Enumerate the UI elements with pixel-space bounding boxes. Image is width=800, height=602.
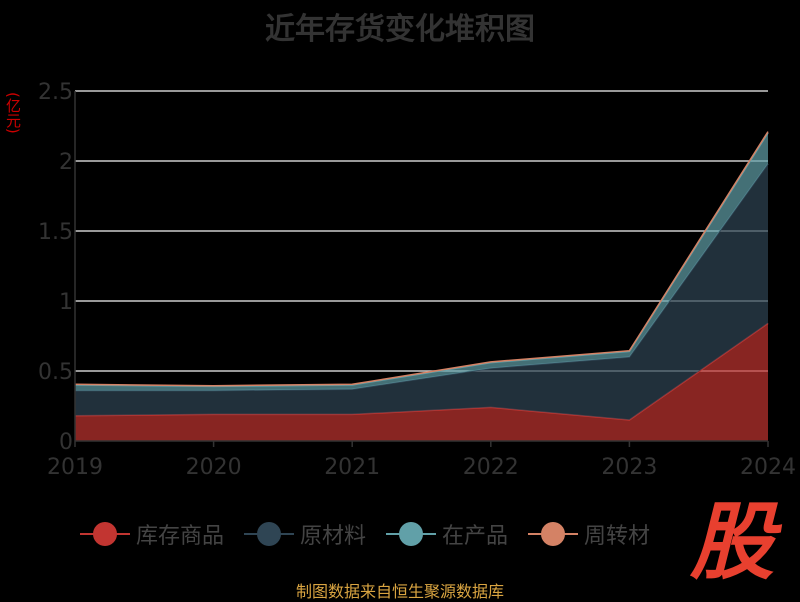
legend: 库存商品 原材料 在产品 周转材: [80, 518, 670, 550]
area-series-0: [75, 323, 768, 441]
y-tick-label: 2.5: [38, 80, 73, 105]
x-tick-label: 2023: [601, 455, 657, 480]
y-axis-unit: (亿元): [4, 92, 22, 134]
chart-title: 近年存货变化堆积图: [265, 12, 535, 47]
data-source-note: 制图数据来自恒生聚源数据库: [295, 582, 504, 601]
y-tick-label: 1.5: [38, 220, 73, 245]
y-tick-label: 0.5: [38, 360, 73, 385]
legend-item-raw-materials[interactable]: 原材料: [244, 518, 366, 550]
legend-item-work-in-progress[interactable]: 在产品: [386, 518, 508, 550]
legend-marker: [244, 519, 295, 549]
legend-label: 周转材: [584, 524, 651, 549]
stock-logo-stamp: 股: [690, 492, 775, 591]
legend-label: 原材料: [300, 524, 367, 549]
legend-item-turnover-materials[interactable]: 周转材: [528, 518, 650, 550]
legend-label: 在产品: [442, 524, 509, 549]
legend-marker: [80, 519, 130, 549]
x-tick-label: 2024: [740, 455, 796, 480]
x-tick-label: 2019: [47, 455, 103, 480]
x-tick-label: 2021: [324, 455, 380, 480]
y-tick-label: 0: [59, 430, 73, 455]
x-tick-label: 2022: [463, 455, 519, 480]
legend-marker: [386, 519, 437, 549]
y-tick-label: 2: [59, 150, 73, 175]
line-series-3: [74, 131, 769, 387]
legend-label: 库存商品: [136, 524, 225, 549]
legend-item-inventory-goods[interactable]: 库存商品: [80, 518, 224, 550]
y-tick-label: 1: [59, 290, 73, 315]
legend-marker: [528, 519, 579, 549]
area-series-1: [75, 163, 768, 421]
x-tick-label: 2020: [186, 455, 242, 480]
